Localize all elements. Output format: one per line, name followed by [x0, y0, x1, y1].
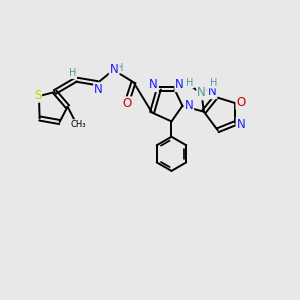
Text: CH₃: CH₃	[71, 120, 86, 129]
Text: O: O	[236, 96, 246, 109]
Text: N: N	[176, 78, 184, 91]
Text: H: H	[186, 78, 194, 88]
Text: N: N	[237, 118, 245, 130]
Text: N: N	[110, 63, 118, 76]
Text: O: O	[122, 97, 131, 110]
Text: S: S	[34, 89, 41, 102]
Text: N: N	[208, 85, 217, 98]
Text: N: N	[149, 78, 158, 91]
Text: N: N	[184, 99, 193, 112]
Text: H: H	[210, 78, 217, 88]
Text: N: N	[197, 86, 206, 99]
Text: H: H	[116, 63, 124, 73]
Text: N: N	[94, 83, 103, 96]
Text: H: H	[69, 68, 76, 78]
